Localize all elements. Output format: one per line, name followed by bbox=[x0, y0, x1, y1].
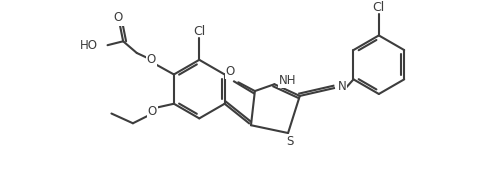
Text: Cl: Cl bbox=[193, 25, 205, 38]
Text: S: S bbox=[286, 135, 293, 148]
Text: O: O bbox=[113, 11, 123, 24]
Text: O: O bbox=[147, 105, 157, 118]
Text: Cl: Cl bbox=[372, 1, 384, 14]
Text: O: O bbox=[147, 53, 156, 66]
Text: N: N bbox=[337, 80, 346, 93]
Text: NH: NH bbox=[279, 74, 296, 87]
Text: O: O bbox=[225, 65, 234, 78]
Text: HO: HO bbox=[80, 39, 98, 52]
